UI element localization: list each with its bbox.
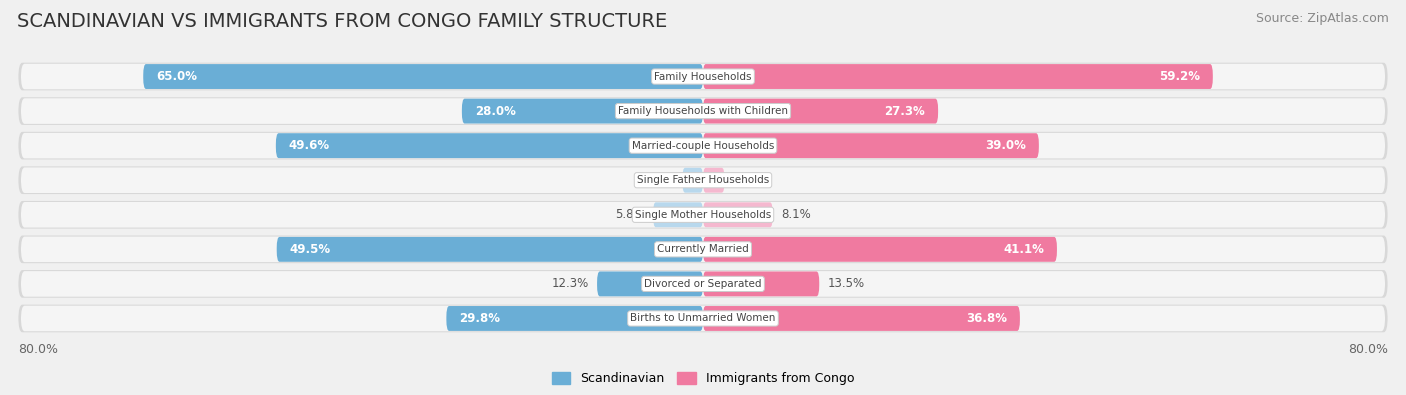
FancyBboxPatch shape [703,271,820,296]
FancyBboxPatch shape [703,237,1057,262]
Text: Births to Unmarried Women: Births to Unmarried Women [630,314,776,324]
Text: 65.0%: 65.0% [156,70,197,83]
FancyBboxPatch shape [703,202,773,227]
Text: Single Mother Households: Single Mother Households [636,210,770,220]
Text: Divorced or Separated: Divorced or Separated [644,279,762,289]
Text: Family Households: Family Households [654,71,752,81]
FancyBboxPatch shape [18,270,1388,298]
FancyBboxPatch shape [703,99,938,124]
FancyBboxPatch shape [21,237,1385,262]
Text: 2.4%: 2.4% [644,174,673,187]
Text: 49.5%: 49.5% [290,243,330,256]
FancyBboxPatch shape [703,306,1019,331]
Text: Married-couple Households: Married-couple Households [631,141,775,150]
FancyBboxPatch shape [18,235,1388,263]
FancyBboxPatch shape [277,237,703,262]
Text: 36.8%: 36.8% [966,312,1007,325]
Text: 39.0%: 39.0% [986,139,1026,152]
FancyBboxPatch shape [461,99,703,124]
FancyBboxPatch shape [21,64,1385,89]
Text: 8.1%: 8.1% [782,208,811,221]
FancyBboxPatch shape [18,201,1388,229]
FancyBboxPatch shape [21,98,1385,124]
Text: 49.6%: 49.6% [288,139,330,152]
FancyBboxPatch shape [598,271,703,296]
FancyBboxPatch shape [21,271,1385,297]
FancyBboxPatch shape [18,132,1388,160]
Text: 80.0%: 80.0% [18,343,59,356]
FancyBboxPatch shape [652,202,703,227]
FancyBboxPatch shape [18,166,1388,194]
FancyBboxPatch shape [18,97,1388,125]
Legend: Scandinavian, Immigrants from Congo: Scandinavian, Immigrants from Congo [547,367,859,390]
FancyBboxPatch shape [18,63,1388,90]
Text: 41.1%: 41.1% [1002,243,1045,256]
Text: 29.8%: 29.8% [460,312,501,325]
FancyBboxPatch shape [682,168,703,193]
Text: Family Households with Children: Family Households with Children [619,106,787,116]
Text: 5.8%: 5.8% [614,208,644,221]
Text: Single Father Households: Single Father Households [637,175,769,185]
Text: 2.5%: 2.5% [733,174,763,187]
Text: 59.2%: 59.2% [1159,70,1199,83]
Text: 13.5%: 13.5% [828,277,865,290]
Text: 28.0%: 28.0% [475,105,516,118]
FancyBboxPatch shape [703,64,1213,89]
Text: 12.3%: 12.3% [551,277,589,290]
FancyBboxPatch shape [143,64,703,89]
FancyBboxPatch shape [703,133,1039,158]
Text: SCANDINAVIAN VS IMMIGRANTS FROM CONGO FAMILY STRUCTURE: SCANDINAVIAN VS IMMIGRANTS FROM CONGO FA… [17,12,666,31]
FancyBboxPatch shape [21,306,1385,331]
Text: Source: ZipAtlas.com: Source: ZipAtlas.com [1256,12,1389,25]
FancyBboxPatch shape [21,167,1385,193]
FancyBboxPatch shape [446,306,703,331]
Text: Currently Married: Currently Married [657,245,749,254]
Text: 27.3%: 27.3% [884,105,925,118]
FancyBboxPatch shape [21,133,1385,158]
Text: 80.0%: 80.0% [1347,343,1388,356]
FancyBboxPatch shape [18,305,1388,332]
FancyBboxPatch shape [703,168,724,193]
FancyBboxPatch shape [276,133,703,158]
FancyBboxPatch shape [21,202,1385,228]
